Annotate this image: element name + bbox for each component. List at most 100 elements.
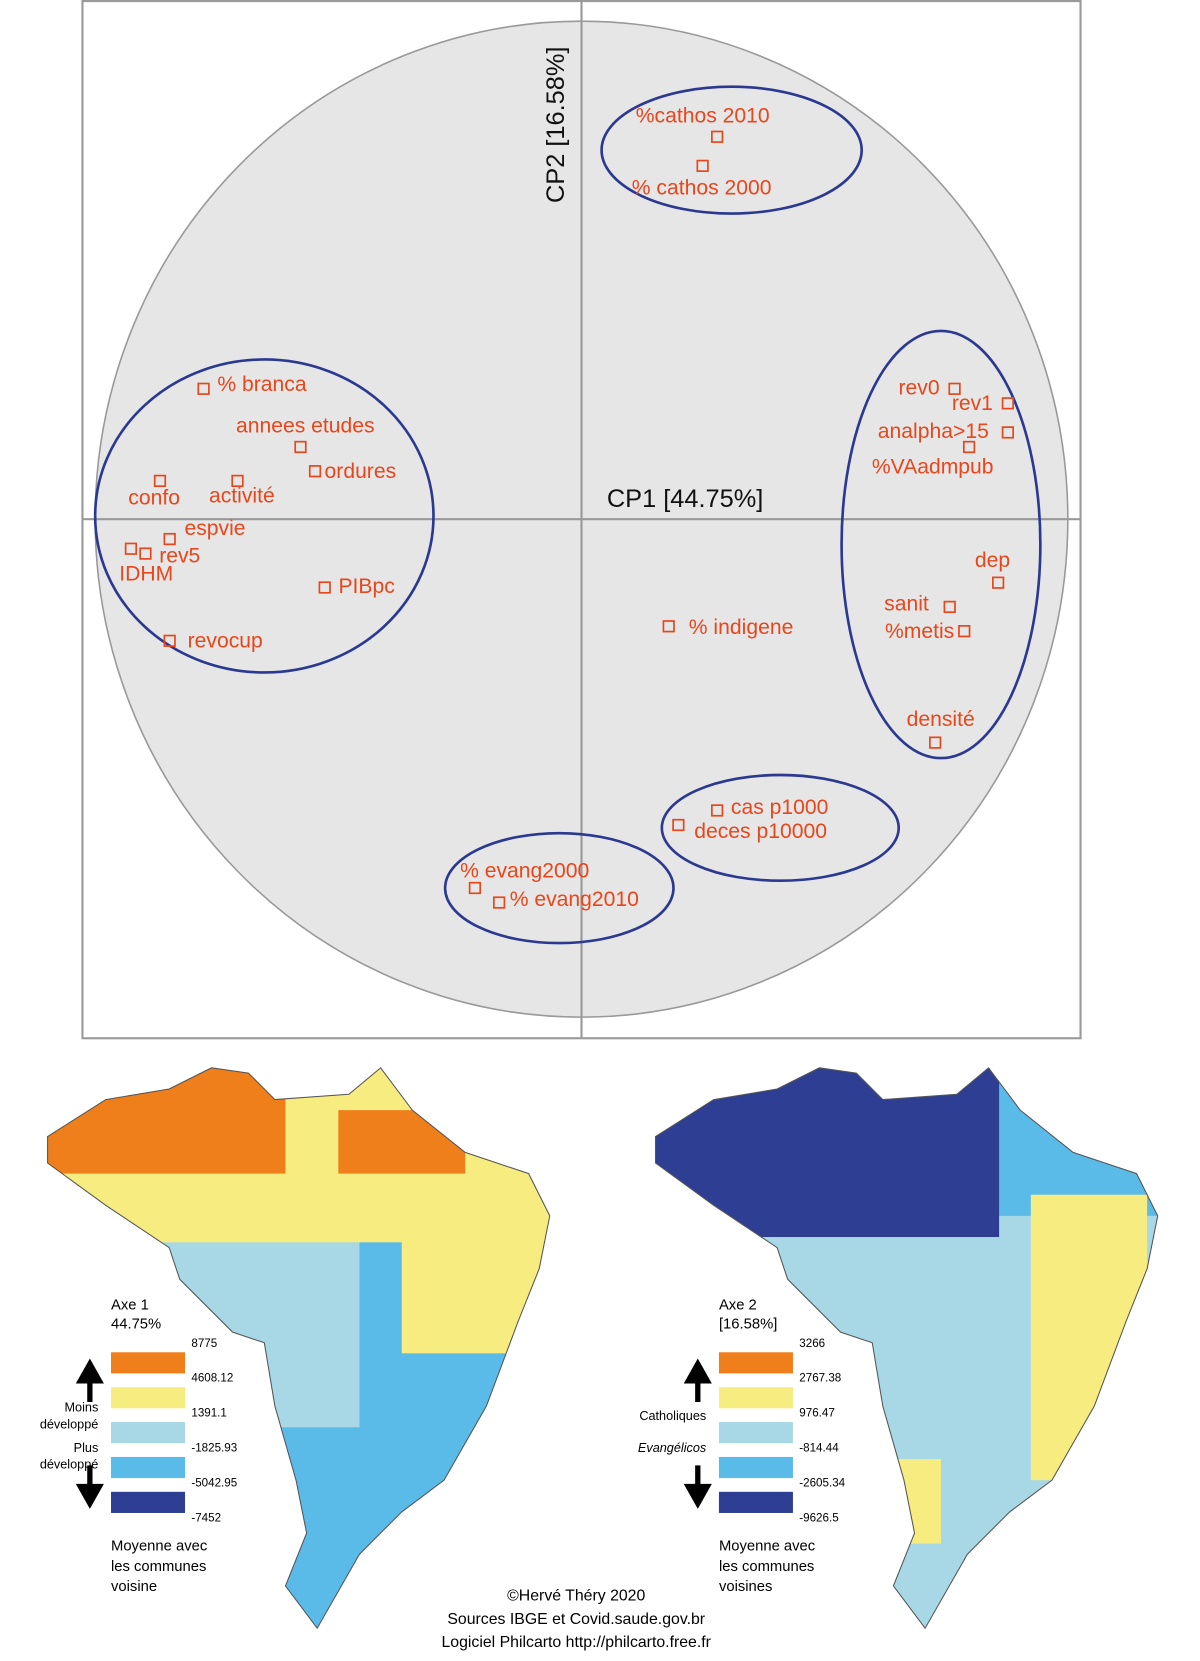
point [139, 547, 152, 560]
legend-break: 2767.38 [799, 1372, 841, 1385]
point-label: % evang2010 [510, 888, 639, 911]
point [231, 474, 244, 488]
groups [93, 85, 1042, 945]
point [929, 736, 942, 749]
arrow-down [683, 1465, 712, 1509]
point [294, 440, 307, 454]
legend-swatch [718, 1491, 793, 1513]
lower-label: Plus [74, 1441, 99, 1455]
group-ellipse [443, 831, 675, 945]
point [672, 818, 685, 832]
point [711, 804, 724, 817]
point [318, 581, 331, 594]
lower-label: développé [40, 1458, 98, 1472]
credit-line: Sources IBGE et Covid.saude.gov.br [447, 1611, 705, 1628]
point [308, 465, 322, 478]
legend-break: -2605.34 [799, 1476, 845, 1489]
point-label: ordures [325, 460, 397, 483]
legend-note: Moyenne avec [719, 1539, 816, 1555]
legend-break: -7452 [191, 1511, 221, 1524]
legend-note: Moyenne avec [111, 1539, 208, 1555]
legend-swatch [111, 1422, 186, 1444]
arrow-down [75, 1465, 104, 1509]
point-label: % indigene [689, 616, 794, 639]
legend-break: 976.47 [799, 1407, 835, 1420]
point [124, 542, 138, 555]
point-label: dep [975, 549, 1010, 572]
map-region [877, 1459, 941, 1544]
legend-break: -9626.5 [799, 1511, 838, 1524]
maps: Axe 1 44.75% 8775 4608.12 1391.1 -1825.93 -504… [40, 1067, 1159, 1629]
legend-title: Axe 1 [111, 1298, 149, 1314]
legend-title: Axe 2 [719, 1298, 757, 1314]
legend-swatch [718, 1422, 793, 1444]
map-region [47, 1067, 286, 1174]
point-label: IDHM [119, 563, 173, 586]
point-label: rev1 [952, 392, 993, 415]
legend-break: 4608.12 [191, 1372, 233, 1385]
legend-break: -5042.95 [191, 1476, 237, 1489]
credits: ©Hervé Théry 2020 Sources IBGE et Covid.s… [441, 1588, 711, 1652]
upper-label: Catholiques [639, 1409, 706, 1423]
legend-break: -814.44 [799, 1442, 839, 1455]
point-label: rev5 [159, 544, 200, 567]
point-label: % evang2000 [460, 860, 589, 883]
point [662, 620, 675, 633]
point-label: activité [209, 484, 275, 507]
legend-swatch [111, 1491, 186, 1513]
legend-swatch [111, 1456, 186, 1479]
point-label: annees etudes [236, 414, 375, 437]
point [153, 474, 167, 488]
point-label: %metis [885, 620, 954, 643]
point [1001, 397, 1014, 410]
point [696, 159, 709, 172]
point [468, 881, 482, 895]
point-label: cas p1000 [731, 796, 829, 819]
legend-swatch [718, 1456, 793, 1479]
legend-note: voisine [111, 1579, 157, 1595]
point [943, 600, 956, 614]
point [992, 576, 1005, 589]
point [958, 625, 971, 638]
legend-note: les communes [111, 1559, 206, 1575]
point-label: densité [907, 708, 975, 731]
x-axis-label: CP1 [44.75%] [607, 485, 763, 513]
pca-plot: CP1 [44.75%] CP2 [16.58%] %cathos 2010 % … [81, 0, 1082, 1040]
point [711, 130, 724, 143]
map-region [338, 1110, 466, 1174]
point-label: revocup [188, 629, 263, 652]
point [962, 440, 976, 454]
group-ellipse [600, 85, 863, 215]
point-label: PIBpc [338, 575, 394, 598]
point-label: rev0 [899, 376, 940, 399]
upper-label: développé [40, 1418, 98, 1432]
point [163, 532, 176, 546]
point-label: %cathos 2010 [636, 104, 770, 127]
legend-break: -1825.93 [191, 1442, 237, 1455]
y-axis-label: CP2 [16.58%] [542, 47, 570, 203]
group-ellipse [660, 773, 900, 883]
point-label: sanit [884, 592, 929, 615]
point-label: analpha>15 [878, 420, 989, 443]
point [1001, 426, 1014, 439]
point [493, 896, 506, 909]
legend-swatch [718, 1387, 793, 1409]
point [948, 382, 961, 395]
credit-line: ©Hervé Théry 2020 [507, 1588, 645, 1605]
credit-line: Logiciel Philcarto http://philcarto.free… [441, 1634, 711, 1651]
legend-swatch [111, 1387, 186, 1409]
legend-swatch [111, 1352, 186, 1374]
point-label: espvie [184, 517, 245, 540]
legend-subtitle: 44.75% [111, 1317, 161, 1333]
legend-swatch [718, 1352, 793, 1374]
legend-break: 8775 [191, 1337, 217, 1350]
legend-note: voisines [719, 1579, 772, 1595]
upper-label: Moins [65, 1401, 99, 1415]
point-label: %VAadmpub [872, 456, 994, 479]
point-label: % cathos 2000 [632, 177, 772, 200]
point [197, 382, 210, 395]
legend-subtitle: [16.58%] [719, 1317, 777, 1333]
group-ellipse [93, 358, 435, 674]
arrow-up [683, 1358, 712, 1402]
